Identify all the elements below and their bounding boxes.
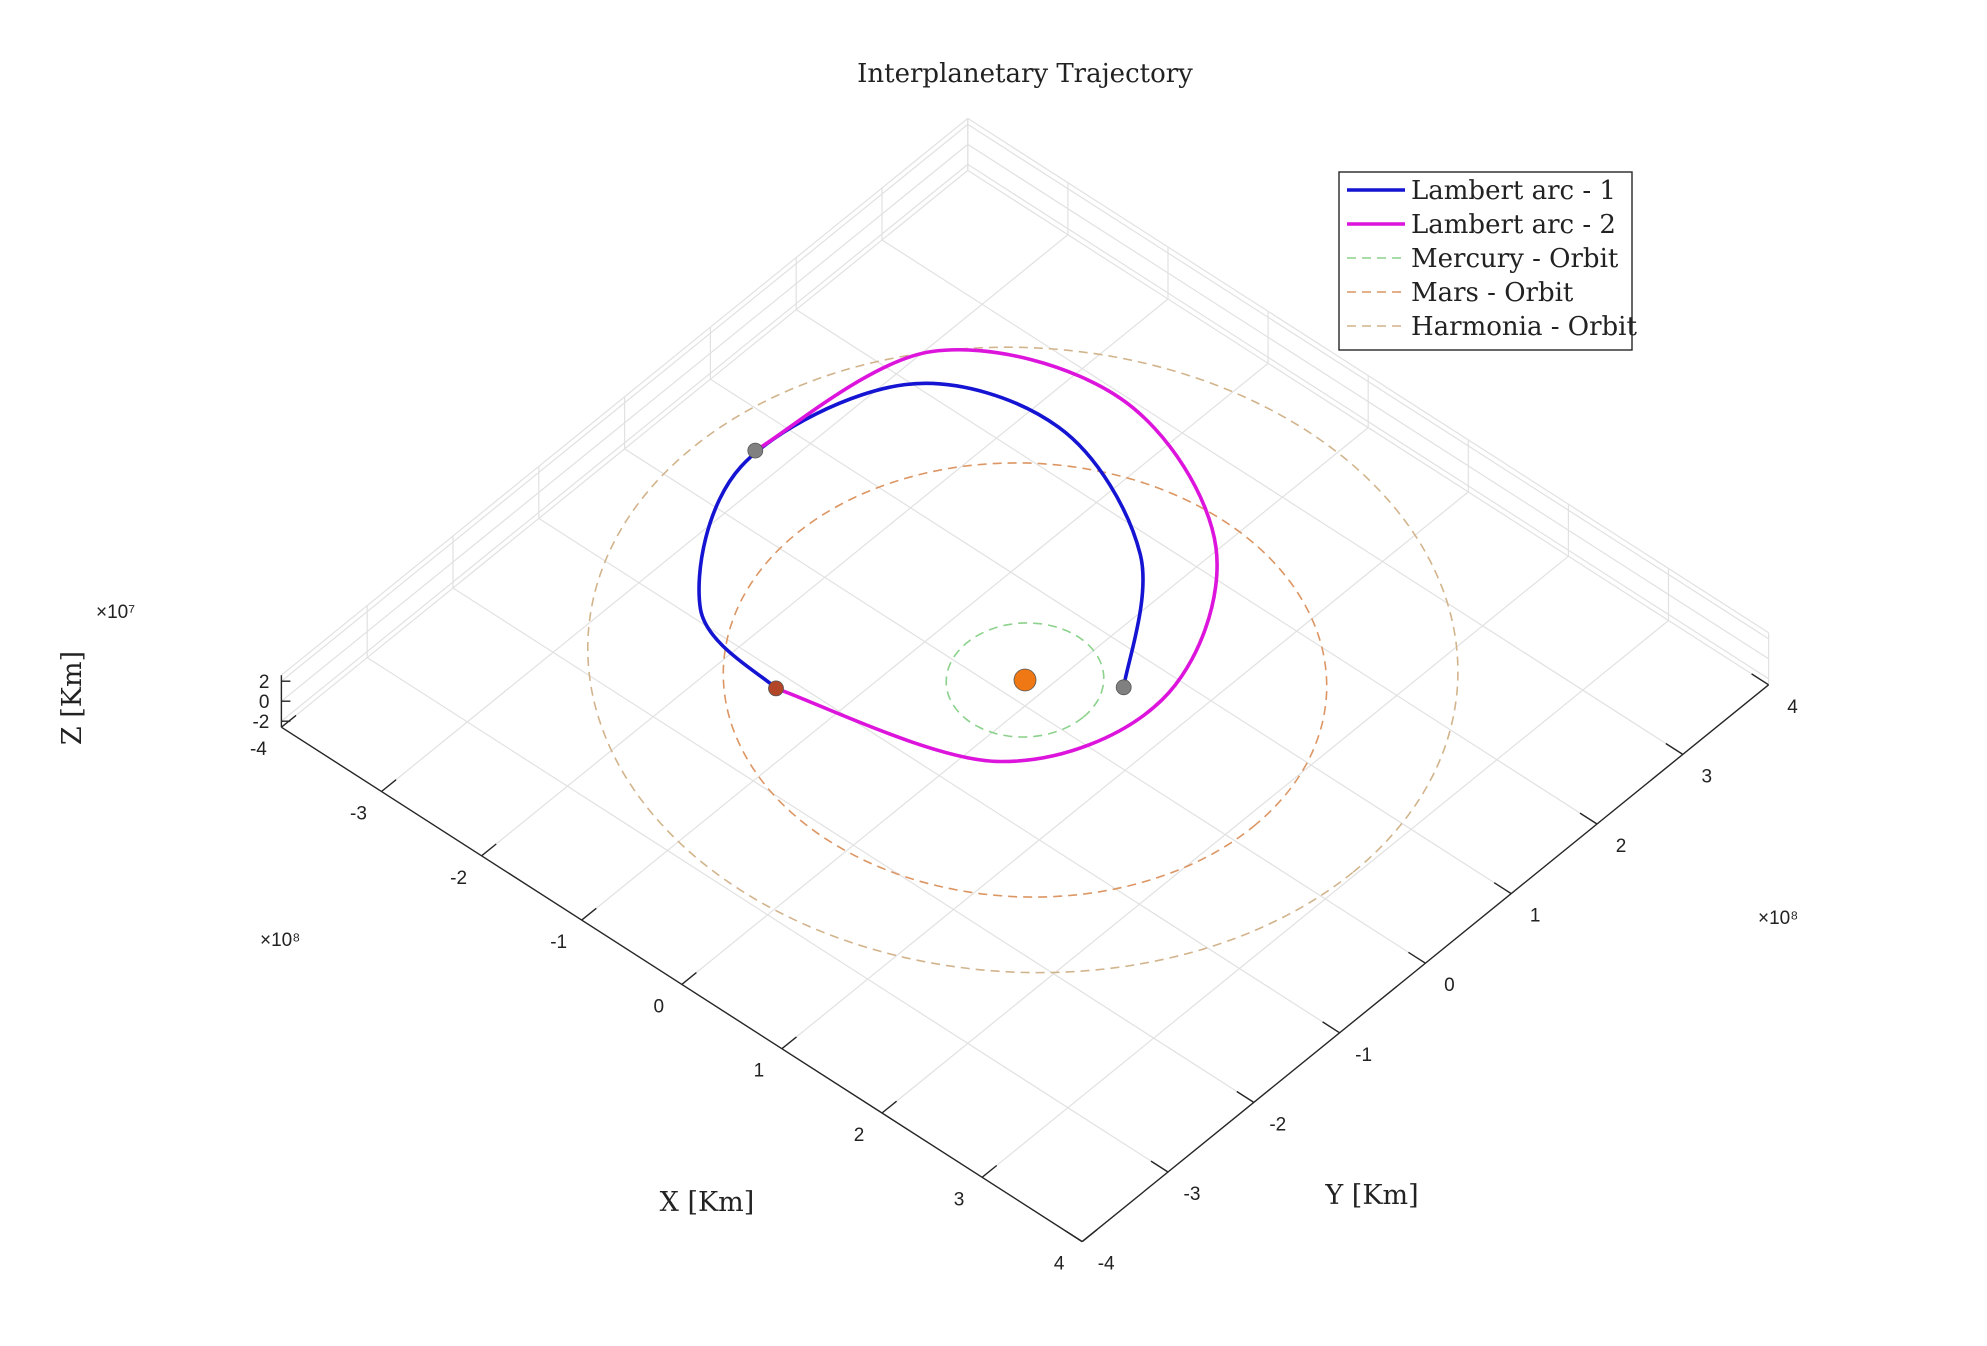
legend: Lambert arc - 1 Lambert arc - 2 Mercury - …	[1338, 171, 1637, 351]
legend-entry-label: Harmonia - Orbit	[1411, 312, 1637, 342]
y-tick-label: -3	[1184, 1184, 1201, 1205]
y-tick-mark	[1322, 1021, 1340, 1034]
x-tick-mark	[381, 779, 397, 793]
x-tick-label: 0	[654, 996, 665, 1017]
y-tick-mark	[1150, 1160, 1169, 1173]
y-tick-mark	[1751, 673, 1769, 686]
floor-grid-x	[781, 491, 1469, 1050]
x-tick-mark	[681, 972, 697, 985]
orbit-line	[586, 346, 1459, 974]
orbits	[586, 346, 1459, 974]
wall-grid-horizontal	[967, 163, 1769, 680]
floor-grid-y	[795, 309, 1598, 825]
legend-box	[1338, 171, 1633, 351]
floor-grid-x	[881, 555, 1569, 1114]
mercury-departure-marker	[1115, 679, 1132, 696]
wall-grid-horizontal	[281, 123, 969, 682]
z-tick-label: 2	[259, 672, 270, 693]
x-tick-label: -3	[350, 804, 367, 825]
y-tick-label: -4	[1098, 1254, 1115, 1275]
y-axis-label: Y [Km]	[1324, 1180, 1418, 1211]
y-tick-mark	[1493, 882, 1512, 895]
x-tick-mark	[581, 907, 597, 921]
y-tick-mark	[1665, 742, 1684, 755]
floor-grid-y	[710, 378, 1512, 895]
wall-grid-horizontal	[281, 163, 969, 722]
x-tick-label: -4	[250, 739, 267, 760]
y-tick-label: -1	[1355, 1045, 1372, 1066]
x-tick-label: 3	[954, 1189, 965, 1210]
x-exponent-label: ×10⁸	[260, 930, 300, 951]
celestial-bodies	[747, 442, 1132, 697]
legend-entry-label: Mars - Orbit	[1411, 278, 1574, 308]
wall-grid-horizontal	[967, 123, 1769, 640]
axes	[280, 673, 1770, 1243]
z-tick-label: -2	[252, 712, 269, 733]
wall-grid-horizontal	[967, 143, 1769, 660]
y-tick-label: 3	[1702, 766, 1713, 787]
y-tick-mark	[1064, 1230, 1083, 1243]
y-tick-label: 0	[1444, 975, 1455, 996]
z-axis-label: Z [Km]	[57, 651, 88, 745]
x-tick-mark	[981, 1164, 998, 1178]
grid-lines	[280, 117, 1770, 1243]
x-tick-label: -2	[450, 868, 467, 889]
legend-entry-label: Mercury - Orbit	[1411, 244, 1619, 274]
y-tick-mark	[1236, 1090, 1255, 1103]
x-tick-mark	[881, 1100, 898, 1114]
lambert-arc-line	[753, 347, 1219, 764]
y-tick-label: 4	[1787, 697, 1798, 718]
x-tick-label: 4	[1054, 1254, 1065, 1275]
y-tick-label: -2	[1269, 1114, 1286, 1135]
legend-entry-label: Lambert arc - 2	[1411, 210, 1616, 240]
wall-grid-horizontal	[281, 117, 969, 676]
mars-flyby-marker	[768, 680, 784, 697]
harmonia-arrival-marker	[747, 442, 764, 459]
y-tick-label: 2	[1616, 836, 1627, 857]
z-tick-label: 0	[259, 692, 270, 713]
x-tick-mark	[481, 843, 497, 857]
floor-grid-y	[881, 239, 1684, 755]
x-tick-label: 2	[854, 1125, 865, 1146]
x-axis-label: X [Km]	[660, 1187, 755, 1218]
orbit-line	[945, 622, 1105, 738]
legend-entry-label: Lambert arc - 1	[1411, 176, 1616, 206]
lambert-arcs	[697, 347, 1219, 764]
chart-title: Interplanetary Trajectory	[857, 59, 1193, 89]
x-tick-mark	[781, 1036, 797, 1050]
wall-grid-horizontal	[281, 143, 969, 702]
y-tick-label: 1	[1530, 906, 1541, 927]
y-exponent-label: ×10⁸	[1758, 908, 1798, 929]
x-axis-line	[281, 726, 1083, 1243]
y-tick-mark	[1408, 951, 1426, 964]
y-tick-mark	[1579, 812, 1598, 825]
floor-grid-y	[624, 448, 1426, 964]
floor-grid-x	[981, 620, 1669, 1178]
x-tick-label: 1	[754, 1061, 765, 1082]
x-tick-mark	[1081, 1229, 1098, 1243]
sun-marker	[1013, 668, 1037, 692]
wall-grid-horizontal	[967, 117, 1769, 634]
orbit-line	[722, 462, 1328, 898]
x-tick-label: -1	[550, 932, 567, 953]
lambert-arc-line	[697, 381, 1145, 691]
z-exponent-label: ×10⁷	[96, 602, 135, 623]
